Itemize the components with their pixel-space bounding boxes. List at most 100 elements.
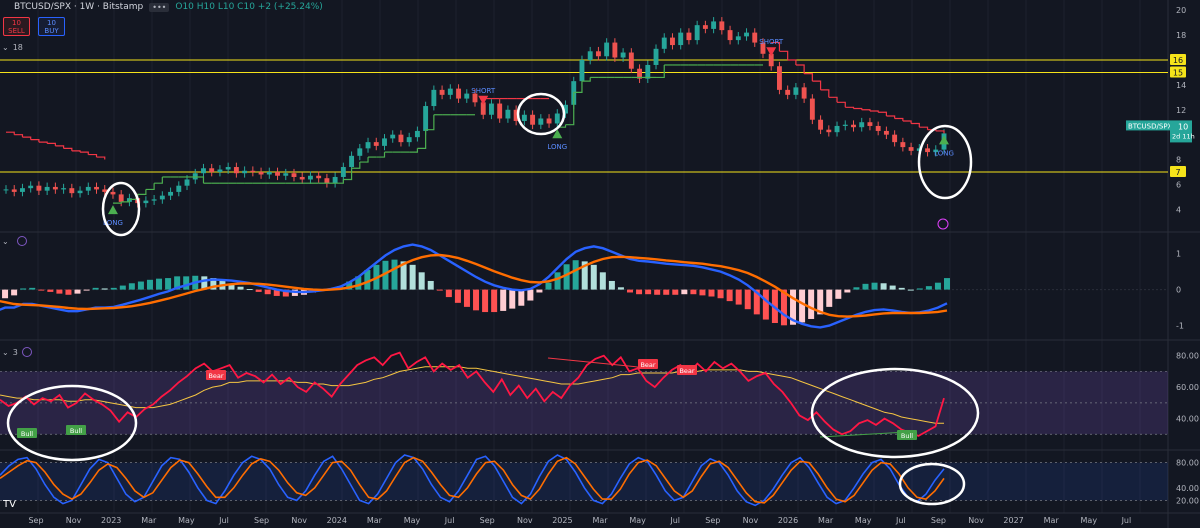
candle-body — [752, 32, 758, 43]
candle-body — [768, 53, 774, 67]
candle-body — [349, 155, 355, 168]
supertrend-segment — [573, 81, 583, 93]
candle-body — [785, 89, 791, 95]
candle-body — [694, 25, 700, 41]
time-axis-label: Nov — [743, 516, 759, 525]
macd-histogram-bar — [47, 289, 54, 292]
main-indicator-toggle[interactable]: ⌄ 18 — [2, 43, 23, 52]
macd-histogram-bar — [717, 289, 724, 299]
annotation-circle — [810, 367, 980, 459]
macd-histogram-bar — [29, 287, 36, 290]
candle-body — [678, 32, 684, 46]
candle-body — [11, 189, 17, 192]
stoch-k-line — [0, 454, 945, 507]
settings-ring-icon[interactable] — [16, 236, 27, 246]
bull-label: Bull — [901, 432, 913, 440]
buy-button[interactable]: 10 BUY — [38, 17, 65, 36]
chevron-down-icon: ⌄ — [2, 236, 9, 246]
buy-label: BUY — [44, 27, 59, 35]
macd-histogram-bar — [753, 289, 760, 315]
supertrend-segment — [919, 126, 929, 130]
long-signal-triangle — [552, 129, 563, 139]
candle-body — [793, 87, 799, 95]
macd-histogram-bar — [681, 289, 688, 295]
candle-body — [579, 60, 585, 82]
candle-body — [192, 173, 198, 180]
macd-histogram-bar — [165, 278, 172, 290]
level-7-badge-bg — [1170, 166, 1186, 177]
rsi-axis-label: 40.00 — [1176, 415, 1199, 424]
candle-body — [266, 172, 272, 175]
long-signal-label: LONG — [547, 143, 567, 151]
bear-label: Bear — [640, 361, 655, 369]
candle-body — [307, 175, 313, 180]
price-axis-label: 14 — [1176, 81, 1186, 90]
ohlc-readout: O10 H10 L10 C10 +2 (+25.24%) — [175, 2, 323, 12]
macd-histogram-bar — [482, 289, 489, 313]
long-signal-label: LONG — [103, 219, 123, 227]
signal-line — [0, 253, 948, 318]
candle-body — [604, 42, 610, 57]
candle-body — [776, 66, 782, 90]
candle-body — [357, 148, 363, 156]
macd-histogram-bar — [708, 289, 715, 297]
supertrend-segment — [71, 150, 81, 153]
supertrend-segment — [6, 131, 15, 135]
time-axis-label: Jul — [669, 516, 680, 525]
sell-price: 10 — [12, 19, 21, 27]
macd-histogram-bar — [156, 278, 163, 290]
candle-body — [735, 36, 741, 41]
price-axis-label: 18 — [1176, 31, 1186, 40]
macd-histogram-bar — [835, 289, 842, 299]
supertrend-segment — [425, 114, 435, 131]
bear-label-bg — [677, 365, 697, 375]
symbol-title[interactable]: BTCUSD/SPX · 1W · Bitstamp — [14, 2, 144, 12]
candle-body — [431, 89, 437, 107]
time-axis-label: May — [629, 516, 646, 525]
time-axis-label: Mar — [818, 516, 834, 525]
candle-body — [184, 179, 190, 186]
macd-histogram-bar — [853, 287, 860, 290]
time-axis-label: Nov — [517, 516, 533, 525]
macd-histogram-bar — [237, 286, 244, 290]
supertrend-segment — [30, 139, 40, 143]
bull-label: Bull — [21, 430, 33, 438]
stoch-band — [0, 462, 1168, 501]
candle-body — [875, 125, 881, 131]
macd-histogram-bar — [527, 289, 534, 301]
chevron-down-icon: ⌄ — [2, 347, 9, 357]
settings-ring-icon[interactable] — [21, 347, 32, 357]
bear-label-bg — [638, 359, 658, 369]
more-button[interactable]: ••• — [149, 2, 170, 12]
sell-button[interactable]: 10 SELL — [3, 17, 30, 36]
bull-divergence-line — [819, 431, 908, 438]
rsi-indicator-count: 3 — [12, 347, 18, 357]
rsi-band — [0, 371, 1168, 435]
annotation-circle — [917, 124, 973, 200]
candle-body — [595, 51, 601, 57]
macd-histogram-bar — [463, 289, 470, 307]
macd-histogram-bar — [246, 289, 253, 291]
macd-histogram-bar — [391, 259, 398, 290]
macd-histogram-bar — [581, 261, 588, 290]
macd-histogram-bar — [799, 289, 806, 323]
candle-body — [324, 178, 330, 184]
time-axis-label: May — [855, 516, 872, 525]
supertrend-segment — [935, 130, 945, 134]
time-axis-label: 2026 — [778, 516, 798, 525]
candle-body — [760, 42, 766, 54]
candle-body — [645, 64, 651, 79]
level-16-badge: 16 — [1173, 56, 1183, 65]
candle-body — [447, 88, 453, 95]
bear-label: Bear — [679, 367, 694, 375]
rsi-indicator-toggle[interactable]: ⌄ 3 — [2, 347, 32, 357]
candle-body — [316, 175, 322, 179]
macd-line — [0, 243, 948, 329]
long-signal-triangle — [107, 205, 118, 215]
supertrend-segment — [828, 96, 838, 103]
short-signal-triangle — [478, 95, 489, 105]
candle-body — [382, 138, 387, 146]
macd-histogram-bar — [898, 287, 905, 290]
macd-indicator-toggle[interactable]: ⌄ — [2, 236, 27, 246]
